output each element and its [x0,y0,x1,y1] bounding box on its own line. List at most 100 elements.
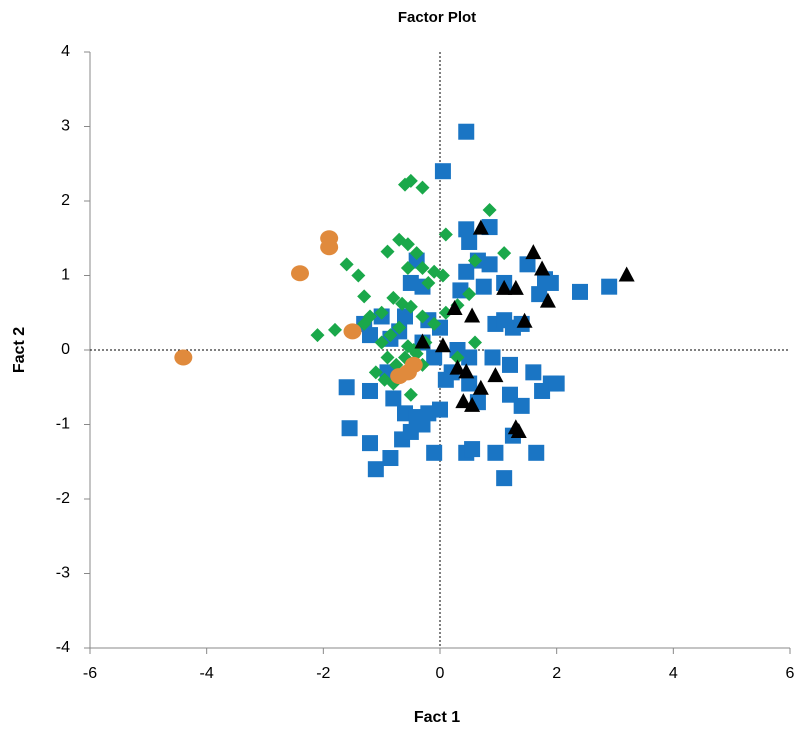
data-point [497,246,512,261]
data-point [525,364,542,381]
data-point [414,333,431,349]
data-point [357,316,372,331]
data-point [415,180,430,195]
data-point [496,279,513,295]
data-point [415,309,430,324]
data-point [472,219,489,235]
data-point [458,263,475,280]
data-point [510,422,527,438]
data-point [464,396,481,412]
data-point [404,356,423,373]
data-point [377,372,392,387]
data-point [519,256,536,273]
data-point [446,300,463,316]
data-point [468,335,482,350]
chart-title: Factor Plot [398,9,476,26]
data-point [531,286,548,303]
data-point [507,279,524,295]
data-point [338,379,355,396]
data-point [362,382,378,399]
y-tick-label: -1 [56,416,70,433]
data-point [374,335,389,350]
data-point [525,244,542,260]
data-point [291,265,309,282]
x-tick-label: -6 [83,665,97,682]
data-point [475,278,492,295]
data-point [421,275,436,290]
data-point [174,349,193,366]
data-point [462,287,477,302]
data-point [449,359,466,375]
data-point [415,261,430,276]
data-point [438,227,453,242]
data-point [464,307,481,323]
data-point [516,312,533,328]
data-point [380,350,395,365]
data-point [414,416,431,433]
data-point [374,305,389,320]
data-point [461,349,478,366]
data-point [380,244,395,259]
y-tick-label: 4 [61,43,70,60]
data-point [487,367,504,383]
data-point [468,253,482,268]
data-point [397,308,413,325]
data-point [427,316,442,331]
data-point [403,387,418,402]
x-tick-label: 6 [786,665,795,682]
data-point [367,461,384,478]
data-point [341,420,358,437]
data-point [438,305,453,320]
data-point [357,289,372,304]
data-point [472,379,489,395]
data-point [455,393,472,409]
data-point [339,257,354,272]
data-point [310,328,325,343]
data-point [482,202,497,217]
data-point [534,260,551,276]
data-point [502,356,518,373]
data-point [548,375,565,392]
data-point [528,444,545,461]
data-point [461,233,478,250]
data-point [386,290,401,305]
data-point [496,470,513,487]
data-point [426,349,443,366]
y-tick-label: 0 [61,341,70,358]
data-point [426,444,443,461]
data-point [383,328,398,343]
data-point [484,349,501,366]
data-point [403,173,418,188]
data-point [343,323,362,340]
data-point [458,123,475,140]
data-point [403,299,418,314]
data-point [487,444,504,461]
x-tick-label: -2 [316,665,330,682]
x-axis-title: Fact 1 [414,709,460,726]
data-point [362,435,378,452]
data-point [458,363,475,379]
data-point [400,261,415,276]
data-point [464,441,481,458]
data-point [434,337,451,353]
data-point [351,268,366,283]
data-point [320,230,339,247]
data-point [601,278,618,295]
x-tick-label: -4 [200,665,214,682]
data-point [432,401,448,418]
data-point [513,397,530,414]
data-point [382,450,399,467]
x-tick-label: 2 [552,665,561,682]
data-point [461,375,478,392]
y-tick-label: 3 [61,118,70,135]
data-point [435,268,450,283]
data-point [409,246,424,261]
data-point [572,283,588,300]
y-axis-title: Fact 2 [11,327,28,373]
y-tick-label: 1 [61,267,70,284]
data-point [458,221,475,238]
data-point [481,256,498,273]
data-point [362,327,378,344]
y-tick-label: -3 [56,565,70,582]
